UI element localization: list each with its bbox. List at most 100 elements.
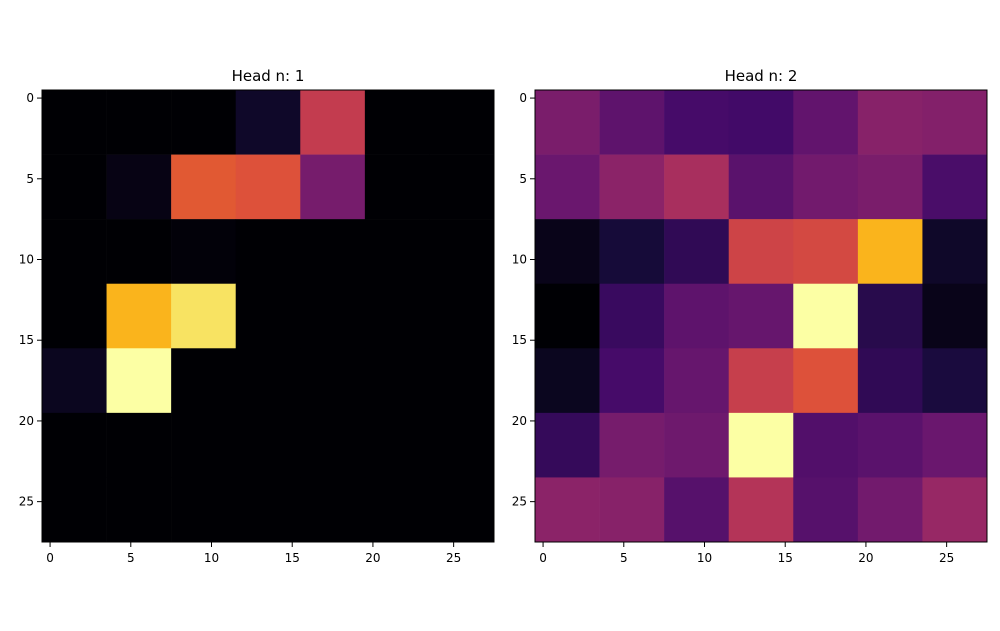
heatmap-cell xyxy=(664,219,730,285)
heatmap-cell xyxy=(364,90,430,155)
heatmap-cell xyxy=(922,477,988,543)
heatmap-cell xyxy=(171,348,237,414)
y-axis-ticks: 0 5 10 15 20 25 xyxy=(19,91,42,509)
heatmap-cell xyxy=(300,283,366,349)
y-tick-label: 0 xyxy=(26,91,34,105)
heatmap-cell xyxy=(300,90,366,155)
heatmap-cell xyxy=(728,154,794,220)
y-tick-label: 20 xyxy=(19,414,34,428)
heatmap-cell xyxy=(922,348,988,414)
heatmap-cell xyxy=(793,90,859,155)
heatmap-cell xyxy=(664,412,730,478)
heatmap-cell xyxy=(664,90,730,155)
heatmap-cell xyxy=(535,219,600,285)
x-tick-label: 25 xyxy=(939,551,954,565)
heatmap-cell xyxy=(42,154,107,220)
heatmap-cell xyxy=(728,90,794,155)
heatmap-cell xyxy=(429,412,495,478)
heatmap-cell xyxy=(429,219,495,285)
heatmap-cell xyxy=(106,477,172,543)
x-tick-label: 10 xyxy=(204,551,219,565)
heatmap-cell xyxy=(599,477,665,543)
heatmap-cell xyxy=(793,283,859,349)
heatmap-cells xyxy=(535,90,988,543)
heatmap-title: Head n: 1 xyxy=(232,67,305,85)
heatmap-cell xyxy=(922,283,988,349)
heatmap-cell xyxy=(235,348,301,414)
heatmap-cell xyxy=(429,154,495,220)
heatmap-panel-head-1: Head n: 1 0 5 10 15 20 25 0 5 10 15 20 25 xyxy=(19,67,495,565)
heatmap-cell xyxy=(793,154,859,220)
heatmap-cell xyxy=(42,283,107,349)
heatmap-cell xyxy=(300,348,366,414)
heatmap-cell xyxy=(171,283,237,349)
axes-frame xyxy=(41,89,495,543)
heatmap-cell xyxy=(922,154,988,220)
x-tick-label: 5 xyxy=(620,551,628,565)
heatmap-cell xyxy=(429,283,495,349)
heatmap-cell xyxy=(599,154,665,220)
heatmap-cell xyxy=(857,219,923,285)
heatmap-cell xyxy=(857,412,923,478)
heatmap-cell xyxy=(235,90,301,155)
y-tick-label: 15 xyxy=(512,333,527,347)
heatmap-cell xyxy=(171,90,237,155)
y-axis-ticks: 0 5 10 15 20 25 xyxy=(512,91,535,509)
heatmap-cell xyxy=(235,412,301,478)
heatmap-cell xyxy=(429,477,495,543)
heatmap-cell xyxy=(664,348,730,414)
heatmap-cell xyxy=(171,477,237,543)
heatmap-cell xyxy=(599,283,665,349)
heatmap-cell xyxy=(599,348,665,414)
heatmap-cell xyxy=(106,412,172,478)
heatmap-cell xyxy=(535,90,600,155)
axes-frame xyxy=(534,89,988,543)
heatmap-cell xyxy=(857,90,923,155)
heatmap-cell xyxy=(664,477,730,543)
heatmap-cell xyxy=(599,412,665,478)
heatmap-cell xyxy=(364,219,430,285)
heatmap-cell xyxy=(535,154,600,220)
heatmap-cell xyxy=(728,412,794,478)
heatmap-cell xyxy=(300,412,366,478)
y-tick-label: 20 xyxy=(512,414,527,428)
y-tick-label: 25 xyxy=(512,495,527,509)
heatmap-cell xyxy=(535,477,600,543)
heatmap-cell xyxy=(793,348,859,414)
heatmap-cell xyxy=(664,154,730,220)
heatmap-cell xyxy=(429,90,495,155)
heatmap-cell xyxy=(535,412,600,478)
heatmap-cell xyxy=(664,283,730,349)
y-tick-label: 25 xyxy=(19,495,34,509)
heatmap-cell xyxy=(599,219,665,285)
x-tick-label: 0 xyxy=(46,551,54,565)
heatmap-cell xyxy=(235,283,301,349)
heatmap-cell xyxy=(793,477,859,543)
x-tick-label: 25 xyxy=(446,551,461,565)
heatmap-cell xyxy=(728,219,794,285)
x-tick-label: 20 xyxy=(365,551,380,565)
heatmap-title: Head n: 2 xyxy=(725,67,798,85)
heatmap-cell xyxy=(42,412,107,478)
heatmap-cell xyxy=(300,219,366,285)
x-axis-ticks: 0 5 10 15 20 25 xyxy=(46,542,461,565)
heatmap-cell xyxy=(235,154,301,220)
y-tick-label: 5 xyxy=(26,172,34,186)
y-tick-label: 5 xyxy=(519,172,527,186)
heatmap-cell xyxy=(364,477,430,543)
heatmap-cell xyxy=(728,283,794,349)
heatmap-cell xyxy=(106,154,172,220)
heatmap-cell xyxy=(364,154,430,220)
heatmap-cell xyxy=(42,348,107,414)
heatmap-cell xyxy=(728,348,794,414)
y-tick-label: 10 xyxy=(512,253,527,267)
heatmap-cell xyxy=(857,154,923,220)
heatmap-cell xyxy=(922,90,988,155)
heatmap-cell xyxy=(106,348,172,414)
heatmap-cell xyxy=(106,219,172,285)
x-tick-label: 15 xyxy=(285,551,300,565)
heatmap-cell xyxy=(235,477,301,543)
heatmap-cell xyxy=(171,412,237,478)
heatmap-cell xyxy=(42,90,107,155)
